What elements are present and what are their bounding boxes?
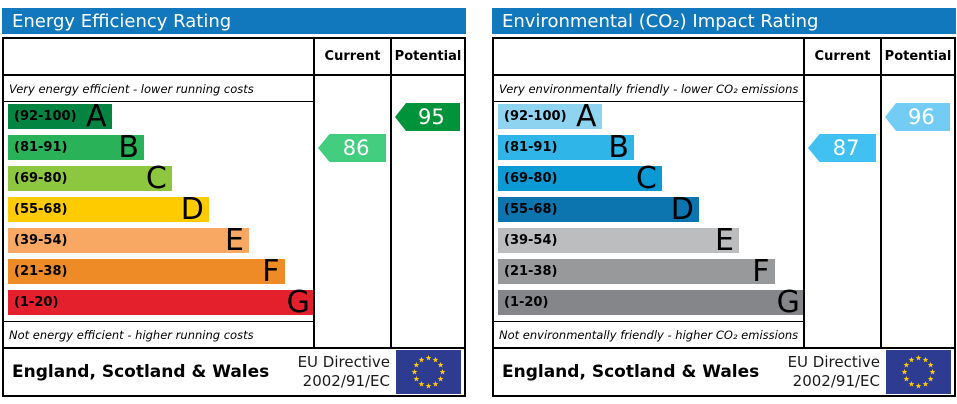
current-rating-value: 87: [832, 136, 860, 160]
band-column: Very environmentally friendly - lower CO…: [494, 76, 803, 347]
band-range: (21-38): [504, 264, 558, 279]
bottom-note: Not energy efficient - higher running co…: [4, 321, 313, 347]
band-range: (55-68): [504, 202, 558, 217]
band-letter: G: [286, 285, 310, 320]
environmental-panel-title: Environmental (CO₂) Impact Rating: [492, 8, 956, 34]
footer-row: England, Scotland & Wales EU Directive 20…: [4, 349, 464, 395]
energy-efficiency-panel: Energy Efficiency Rating Current Potenti…: [2, 8, 466, 397]
directive-line1: EU Directive: [787, 353, 880, 372]
band-letter: F: [262, 254, 280, 289]
region-label: England, Scotland & Wales: [12, 362, 270, 382]
band-a: (92-100) A: [8, 99, 112, 134]
band-list: (92-100) A (81-91) B (69-80) C (55-68) D (39…: [494, 102, 803, 321]
potential-column: 96: [880, 76, 954, 347]
column-header-row: Current Potential: [4, 39, 464, 76]
band-f: (21-38) F: [8, 254, 285, 289]
potential-rating-value: 95: [418, 105, 445, 129]
band-column: Very energy efficient - lower running co…: [4, 76, 313, 347]
energy-rating-table: Current Potential Very energy efficient …: [2, 37, 466, 397]
header-spacer: [494, 39, 803, 74]
band-range: (81-91): [14, 140, 68, 155]
current-column: 86: [313, 76, 390, 347]
band-letter: E: [715, 223, 735, 258]
band-letter: A: [85, 99, 107, 134]
band-f: (21-38) F: [498, 254, 775, 289]
column-header-row: Current Potential: [494, 39, 954, 76]
energy-panel-title: Energy Efficiency Rating: [2, 8, 466, 34]
band-letter: G: [776, 285, 800, 320]
eu-flag-icon: [396, 350, 461, 394]
environmental-impact-panel: Environmental (CO₂) Impact Rating Curren…: [492, 8, 956, 397]
directive-line2: 2002/91/EC: [792, 372, 880, 390]
band-letter: F: [752, 254, 770, 289]
potential-rating-arrow: 95: [395, 103, 460, 131]
bottom-note: Not environmentally friendly - higher CO…: [494, 321, 803, 347]
band-letter: E: [225, 223, 245, 258]
band-letter: C: [635, 161, 657, 196]
rating-body: Very environmentally friendly - lower CO…: [494, 76, 954, 349]
panel-title-text: Environmental (CO₂) Impact Rating: [502, 10, 819, 32]
potential-column-header: Potential: [880, 39, 954, 74]
band-letter: B: [608, 130, 629, 165]
band-range: (1-20): [14, 295, 59, 310]
band-range: (69-80): [14, 171, 68, 186]
band-letter: B: [118, 130, 139, 165]
directive-line1: EU Directive: [297, 353, 390, 372]
current-column-header: Current: [313, 39, 390, 74]
environmental-rating-table: Current Potential Very environmentally f…: [492, 37, 956, 397]
current-column: 87: [803, 76, 880, 347]
band-c: (69-80) C: [498, 161, 662, 196]
region-label: England, Scotland & Wales: [502, 362, 760, 382]
band-g: (1-20) G: [498, 285, 803, 320]
band-range: (92-100): [504, 109, 567, 124]
band-range: (21-38): [14, 264, 68, 279]
eu-flag-icon: [886, 350, 951, 394]
current-rating-value: 86: [342, 136, 370, 160]
rating-body: Very energy efficient - lower running co…: [4, 76, 464, 349]
band-letter: A: [575, 99, 597, 134]
eu-directive-label: EU Directive 2002/91/EC: [298, 353, 396, 391]
band-range: (92-100): [14, 109, 77, 124]
band-b: (81-91) B: [498, 130, 634, 165]
potential-column: 95: [390, 76, 464, 347]
band-range: (81-91): [504, 140, 558, 155]
panel-title-text: Energy Efficiency Rating: [12, 10, 232, 32]
band-range: (55-68): [14, 202, 68, 217]
band-e: (39-54) E: [8, 223, 250, 258]
band-d: (55-68) D: [8, 192, 209, 227]
header-spacer: [4, 39, 313, 74]
band-e: (39-54) E: [498, 223, 740, 258]
band-c: (69-80) C: [8, 161, 172, 196]
band-letter: D: [670, 192, 694, 227]
band-letter: C: [145, 161, 167, 196]
top-note: Very environmentally friendly - lower CO…: [494, 76, 803, 102]
band-range: (69-80): [504, 171, 558, 186]
band-letter: D: [180, 192, 204, 227]
potential-rating-value: 96: [908, 105, 935, 129]
current-rating-arrow: 86: [318, 134, 386, 162]
current-rating-arrow: 87: [808, 134, 876, 162]
band-a: (92-100) A: [498, 99, 602, 134]
directive-line2: 2002/91/EC: [302, 372, 390, 390]
band-d: (55-68) D: [498, 192, 699, 227]
band-range: (39-54): [14, 233, 68, 248]
band-g: (1-20) G: [8, 285, 313, 320]
potential-column-header: Potential: [390, 39, 464, 74]
potential-rating-arrow: 96: [885, 103, 950, 131]
band-list: (92-100) A (81-91) B (69-80) C (55-68) D (39…: [4, 102, 313, 321]
eu-directive-label: EU Directive 2002/91/EC: [788, 353, 886, 391]
band-range: (1-20): [504, 295, 549, 310]
top-note: Very energy efficient - lower running co…: [4, 76, 313, 102]
band-range: (39-54): [504, 233, 558, 248]
current-column-header: Current: [803, 39, 880, 74]
band-b: (81-91) B: [8, 130, 144, 165]
footer-row: England, Scotland & Wales EU Directive 20…: [494, 349, 954, 395]
